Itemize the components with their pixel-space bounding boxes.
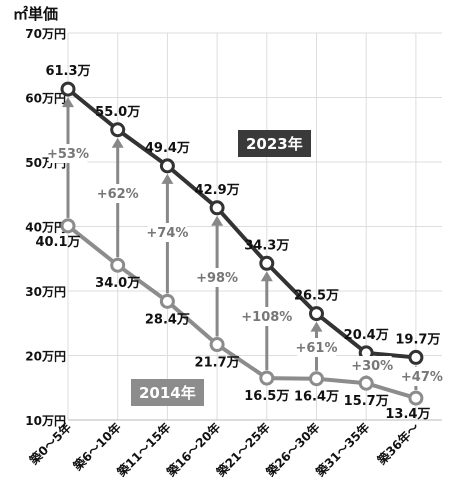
x-tick-label: 築36年～ xyxy=(373,420,422,469)
y-tick-label: 10万円 xyxy=(25,414,66,428)
series-2014-data-label: 16.5万 xyxy=(244,389,289,404)
change-arrow-head xyxy=(260,271,273,282)
change-label-bg xyxy=(48,144,88,163)
change-label: +47% xyxy=(401,370,443,385)
change-label-bg xyxy=(402,367,442,386)
series-2014-data-label: 28.4万 xyxy=(145,312,190,327)
legend-badge-2014: 2014年 xyxy=(131,379,204,406)
y-axis-unit-label: ㎡単価 xyxy=(13,5,59,23)
series-2014-data-label: 40.1万 xyxy=(35,235,80,250)
y-tick-label: 30万円 xyxy=(25,285,66,299)
series-2014-data-label: 16.4万 xyxy=(294,390,339,405)
change-arrow-head xyxy=(211,215,224,226)
series-2023-point xyxy=(110,122,126,138)
series-2023-point xyxy=(60,81,76,97)
change-label: +62% xyxy=(97,187,139,202)
change-arrow-head xyxy=(310,321,323,332)
series-2023-data-label: 49.4万 xyxy=(145,141,190,156)
change-label: +53% xyxy=(47,147,89,162)
y-tick-label: 70万円 xyxy=(25,27,66,41)
series-2023-data-label: 26.5万 xyxy=(294,289,339,304)
series-2023-data-label: 20.4万 xyxy=(344,328,389,343)
series-2023-point xyxy=(309,306,324,322)
y-tick-label: 60万円 xyxy=(25,92,66,106)
change-arrow-head xyxy=(111,137,124,148)
series-2014-data-label: 21.7万 xyxy=(195,356,240,371)
series-2023-line xyxy=(66,87,417,360)
y-tick-label: 40万円 xyxy=(25,221,66,235)
series-2014-line xyxy=(66,224,417,400)
series-2023-data-label: 19.7万 xyxy=(395,332,440,347)
series-2023-point xyxy=(209,200,225,216)
series-2014-point xyxy=(60,218,76,234)
change-arrow-head xyxy=(161,173,174,184)
change-label-bg xyxy=(352,356,392,375)
change-label: +98% xyxy=(196,271,238,286)
change-label: +61% xyxy=(295,341,337,356)
change-label-bg xyxy=(197,268,237,287)
series-2014-point xyxy=(309,371,324,387)
change-arrow-head xyxy=(62,97,74,108)
series-2014-data-label: 15.7万 xyxy=(344,394,389,409)
y-tick-label: 20万円 xyxy=(25,350,66,364)
legend-badge-2023: 2023年 xyxy=(238,130,311,157)
series-2014-data-label: 13.4万 xyxy=(385,407,430,422)
series-2023-data-label: 61.3万 xyxy=(45,64,90,79)
series-2023-data-label: 55.0万 xyxy=(95,105,140,120)
series-2014-point xyxy=(159,293,175,309)
series-2023-point xyxy=(159,158,175,174)
change-label: +74% xyxy=(146,226,188,241)
series-2014-point xyxy=(358,375,374,391)
series-2014-point xyxy=(408,390,424,406)
change-label-bg xyxy=(148,223,187,242)
series-2014-point xyxy=(209,337,225,353)
series-2023-point xyxy=(259,255,275,271)
change-label-bg xyxy=(297,338,336,357)
series-2014-point xyxy=(110,257,126,273)
change-label-bg xyxy=(98,184,138,203)
x-tick-label: 築6～10年 xyxy=(69,420,123,474)
series-2023-data-label: 42.9万 xyxy=(195,183,240,198)
series-2023-data-label: 34.3万 xyxy=(244,238,289,253)
series-2014-point xyxy=(259,370,275,386)
series-2014-data-label: 34.0万 xyxy=(95,276,140,291)
change-label-bg xyxy=(243,307,291,326)
series-2023-point xyxy=(408,349,424,365)
change-label: +30% xyxy=(351,359,393,374)
change-label: +108% xyxy=(241,310,292,325)
